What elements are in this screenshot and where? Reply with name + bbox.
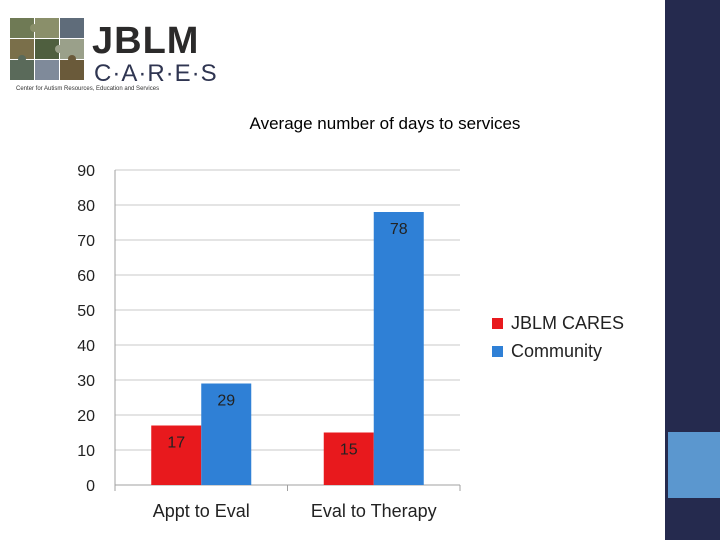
logo-submark: C·A·R·E·S — [94, 60, 218, 87]
data-label: 15 — [340, 442, 358, 459]
y-tick-label: 20 — [77, 408, 95, 425]
bar-jblm-cares — [323, 432, 374, 485]
data-label: 17 — [167, 435, 185, 452]
bar-community — [373, 212, 424, 485]
y-tick-label: 70 — [77, 233, 95, 250]
x-tick-label: Eval to Therapy — [311, 501, 437, 521]
legend-label: JBLM CARES — [511, 313, 624, 333]
y-tick-label: 90 — [77, 163, 95, 180]
chart-title: Average number of days to services — [249, 114, 521, 133]
bar-jblm-cares — [151, 425, 202, 485]
y-tick-label: 80 — [77, 198, 95, 215]
x-tick-label: Appt to Eval — [153, 501, 250, 521]
legend-swatch — [492, 346, 503, 357]
y-tick-label: 60 — [77, 268, 95, 285]
logo-tagline: Center for Autism Resources, Education a… — [16, 86, 160, 92]
data-label: 29 — [217, 393, 235, 410]
bar-community — [201, 383, 252, 485]
legend-label: Community — [511, 341, 602, 361]
y-tick-label: 50 — [77, 303, 95, 320]
legend-swatch — [492, 318, 503, 329]
y-tick-label: 40 — [77, 338, 95, 355]
puzzle-logo-icon — [10, 18, 84, 80]
logo-wordmark: JBLM — [92, 20, 200, 62]
jblm-cares-logo: JBLM C·A·R·E·S Center for Autism Resourc… — [8, 14, 217, 96]
y-tick-label: 10 — [77, 443, 95, 460]
y-tick-label: 0 — [86, 478, 95, 495]
side-accent-block — [668, 432, 720, 498]
bar-chart: 0 10 20 30 40 50 60 70 80 90 Appt to Eval 17 29 Eval … — [77, 163, 624, 521]
data-label: 78 — [390, 221, 408, 238]
y-tick-label: 30 — [77, 373, 95, 390]
